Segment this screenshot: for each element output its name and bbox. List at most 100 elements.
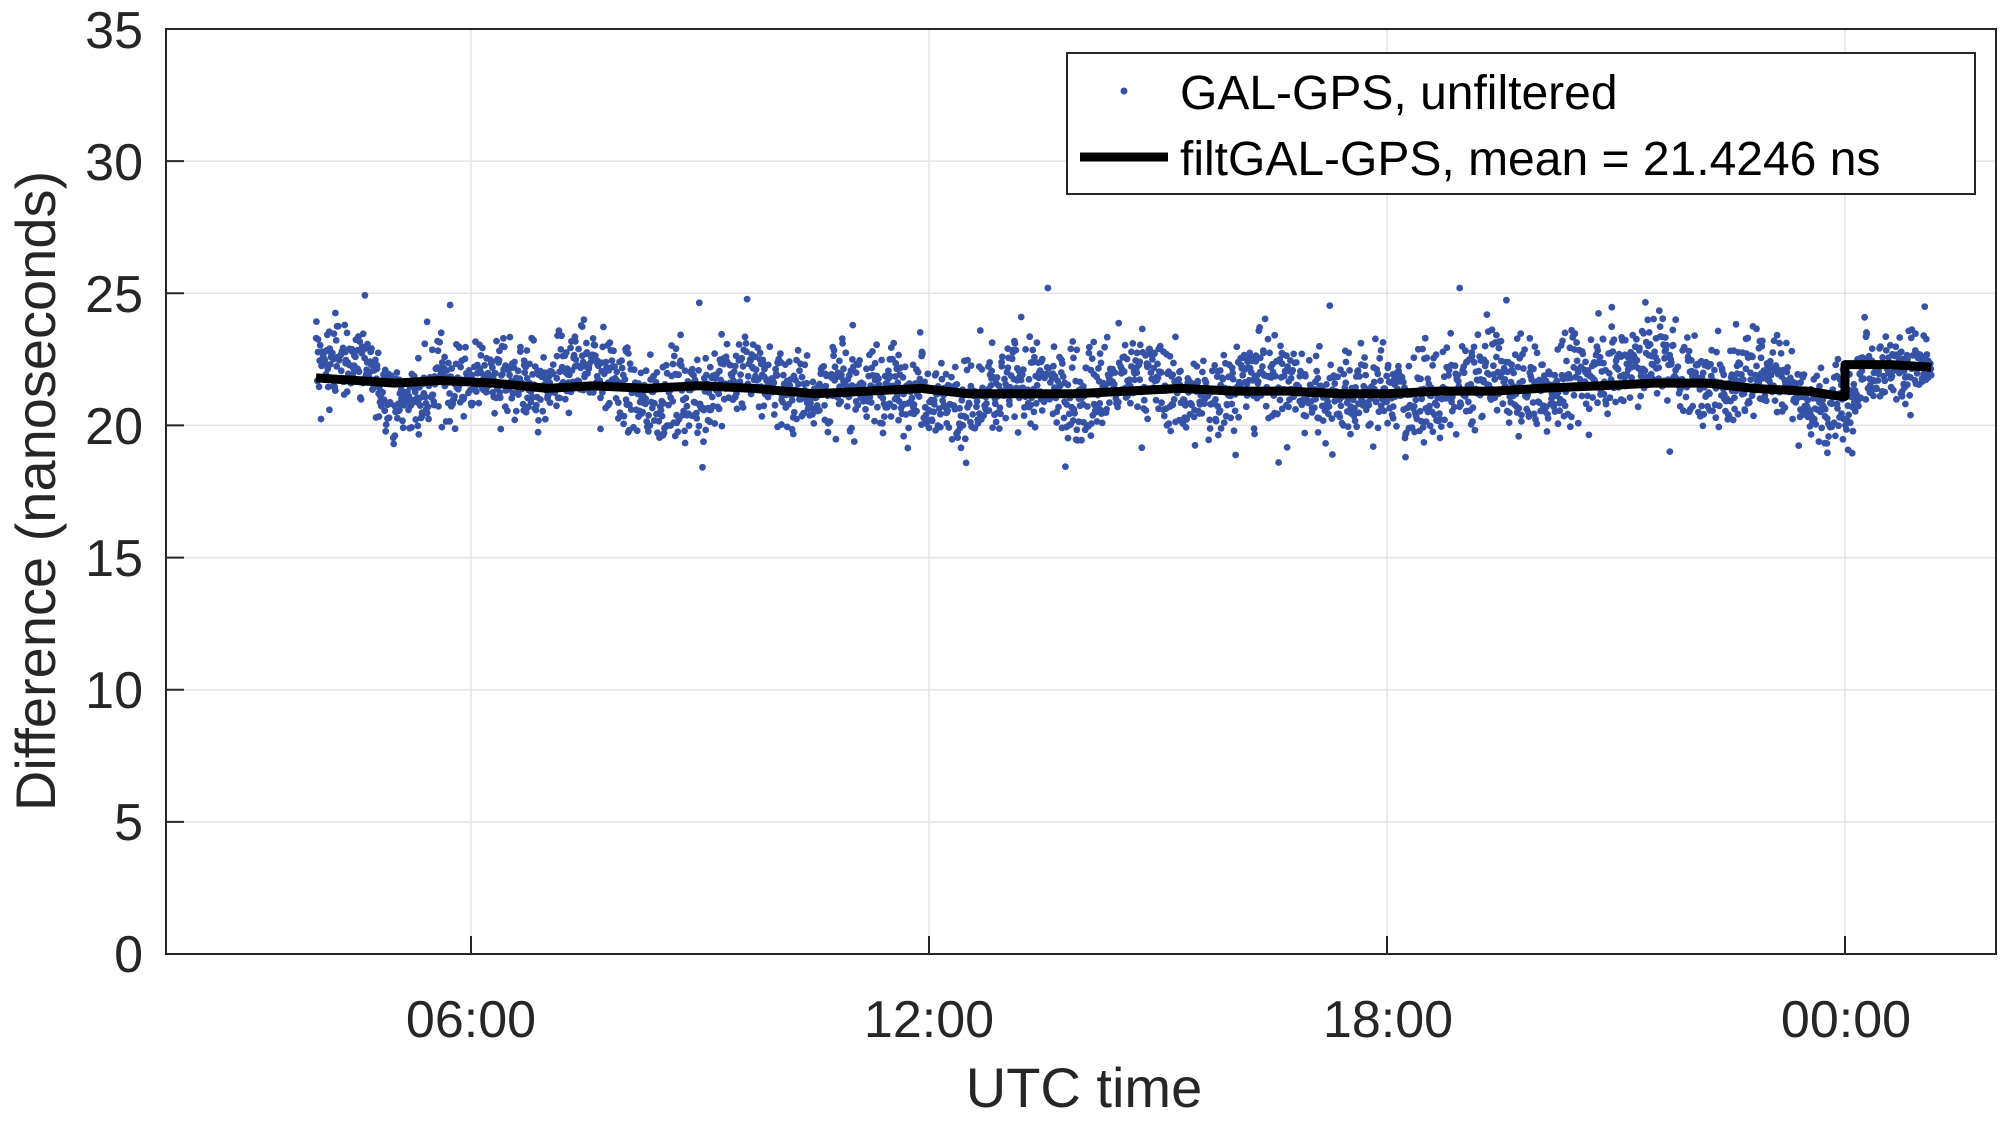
scatter-point: [989, 424, 996, 431]
scatter-point: [1351, 404, 1358, 412]
scatter-point: [1228, 364, 1236, 372]
scatter-point: [1471, 426, 1479, 434]
scatter-point: [1324, 410, 1332, 418]
scatter-point: [468, 371, 476, 379]
scatter-point: [1165, 420, 1173, 427]
legend-dot-icon: [1120, 87, 1128, 95]
scatter-point: [1345, 349, 1353, 357]
scatter-point: [1707, 360, 1714, 368]
scatter-point: [423, 318, 431, 326]
scatter-point: [954, 434, 962, 441]
scatter-point: [1170, 359, 1177, 367]
scatter-point: [1314, 429, 1322, 436]
scatter-point: [1033, 381, 1041, 389]
scatter-point: [1608, 303, 1616, 311]
scatter-point: [1563, 357, 1570, 365]
scatter-point: [445, 359, 452, 367]
scatter-point: [572, 338, 579, 345]
scatter-point: [1436, 434, 1444, 442]
scatter-point: [1420, 439, 1428, 446]
scatter-point: [1907, 411, 1914, 419]
scatter-point: [1126, 376, 1133, 384]
scatter-point: [1095, 365, 1102, 372]
scatter-point: [1594, 399, 1601, 407]
scatter-point: [1157, 369, 1165, 376]
scatter-point: [591, 341, 599, 349]
scatter-point: [1645, 329, 1653, 336]
scatter-point: [1804, 397, 1811, 404]
scatter-point: [1543, 428, 1551, 435]
scatter-point: [1835, 422, 1842, 430]
scatter-point: [1365, 401, 1373, 409]
scatter-point: [751, 353, 759, 361]
scatter-point: [1011, 413, 1018, 421]
scatter-point: [1834, 355, 1842, 363]
scatter-point: [1797, 379, 1804, 386]
y-axis-title: Difference (nanoseconds): [4, 171, 67, 811]
scatter-point: [842, 349, 850, 357]
ytick-label: 35: [85, 2, 143, 60]
scatter-point: [1020, 412, 1028, 419]
scatter-point: [1417, 417, 1425, 425]
scatter-point: [1462, 347, 1469, 355]
scatter-point: [1323, 381, 1330, 388]
scatter-point: [1033, 339, 1041, 346]
scatter-point: [1014, 429, 1022, 436]
scatter-point: [359, 330, 367, 338]
scatter-point: [930, 408, 938, 416]
scatter-point: [831, 363, 839, 371]
scatter-point: [1460, 369, 1468, 377]
scatter-point: [1748, 392, 1756, 400]
scatter-point: [333, 363, 341, 370]
scatter-point: [824, 428, 832, 436]
scatter-point: [1012, 346, 1020, 354]
scatter-point: [962, 459, 970, 467]
scatter-point: [331, 387, 339, 394]
scatter-point: [793, 415, 800, 423]
scatter-point: [794, 346, 802, 354]
scatter-point: [1424, 375, 1432, 383]
scatter-point: [1261, 315, 1269, 323]
scatter-point: [1807, 431, 1815, 438]
scatter-point: [575, 345, 582, 353]
scatter-point: [660, 429, 668, 437]
scatter-point: [1361, 362, 1369, 370]
scatter-point: [809, 411, 816, 418]
scatter-point: [408, 424, 415, 431]
scatter-point: [522, 408, 530, 416]
scatter-point: [944, 407, 951, 414]
scatter-point: [1715, 402, 1723, 410]
scatter-point: [580, 316, 588, 324]
scatter-point: [1038, 407, 1046, 414]
scatter-point: [1503, 296, 1510, 304]
scatter-point: [1728, 371, 1736, 379]
scatter-point: [608, 357, 616, 364]
scatter-point: [703, 371, 710, 379]
scatter-point: [1429, 428, 1437, 436]
scatter-point: [1621, 336, 1629, 344]
scatter-point: [1759, 337, 1766, 345]
scatter-point: [1093, 418, 1101, 425]
scatter-point: [1700, 410, 1708, 418]
scatter-point: [988, 367, 996, 375]
scatter-point: [504, 407, 511, 415]
scatter-point: [645, 428, 652, 435]
scatter-point: [1128, 348, 1135, 356]
scatter-point: [1322, 440, 1329, 447]
scatter-point: [1090, 338, 1098, 346]
scatter-point: [1550, 400, 1558, 408]
scatter-point: [639, 408, 646, 416]
scatter-point: [1628, 374, 1635, 382]
scatter-point: [1025, 375, 1033, 383]
scatter-point: [627, 406, 635, 413]
scatter-point: [1744, 334, 1752, 342]
scatter-point: [1059, 373, 1067, 380]
scatter-point: [1220, 419, 1228, 426]
scatter-point: [1682, 393, 1690, 401]
scatter-point: [1518, 418, 1525, 425]
scatter-point: [343, 329, 351, 337]
scatter-point: [514, 367, 522, 375]
scatter-point: [579, 358, 587, 366]
scatter-point: [373, 362, 381, 369]
scatter-point: [1526, 334, 1534, 342]
